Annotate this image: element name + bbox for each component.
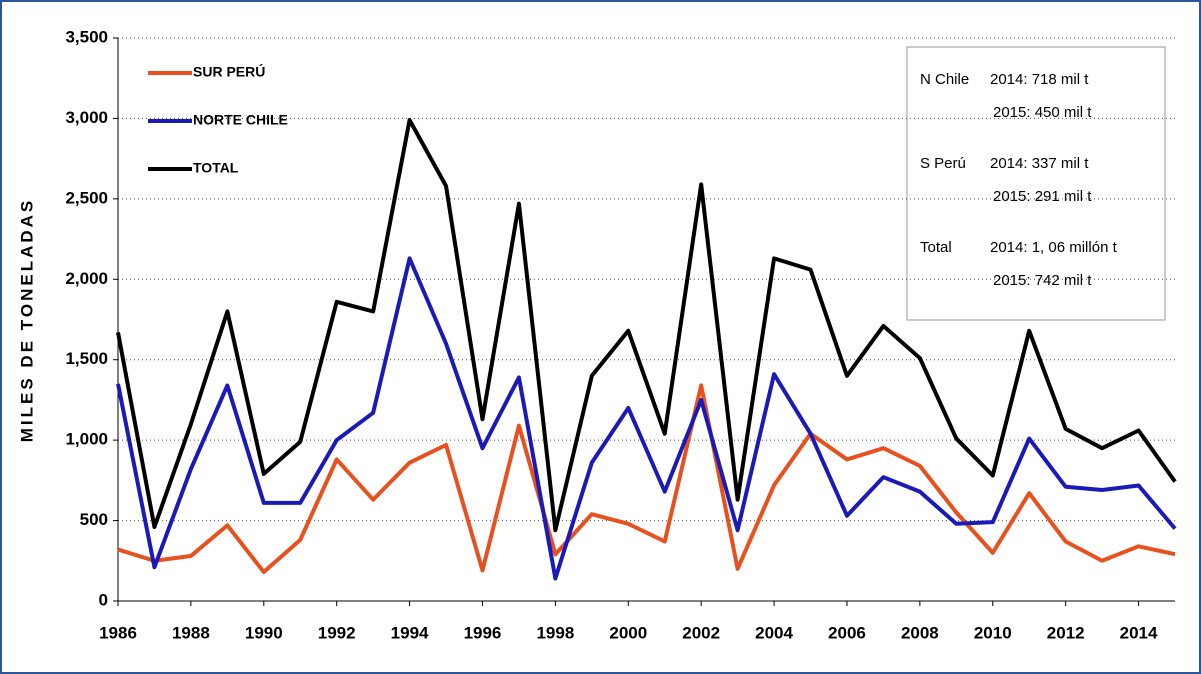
x-tick-label: 1998 xyxy=(536,623,574,642)
annotation-label: Total xyxy=(920,239,952,256)
annotation-text: 2014: 718 mil t xyxy=(990,71,1089,88)
y-tick-label: 2,000 xyxy=(65,269,108,288)
x-tick-label: 1992 xyxy=(318,623,356,642)
annotation-text: 2015: 450 mil t xyxy=(993,104,1092,121)
x-tick-label: 1988 xyxy=(172,623,210,642)
x-tick-label: 1986 xyxy=(99,623,137,642)
x-tick-label: 2000 xyxy=(609,623,647,642)
x-tick-label: 2002 xyxy=(682,623,720,642)
annotation-text: 2015: 291 mil t xyxy=(993,188,1092,205)
x-tick-label: 2006 xyxy=(828,623,866,642)
legend-label: NORTE CHILE xyxy=(193,112,288,128)
y-axis-label: MILES DE TONELADAS xyxy=(17,198,36,442)
annotation-label: S Perú xyxy=(920,155,966,172)
annotation-text: 2014: 1, 06 millón t xyxy=(990,239,1118,256)
line-series xyxy=(117,383,1176,575)
line-series xyxy=(116,256,1177,581)
x-tick-label: 2014 xyxy=(1120,623,1158,642)
y-tick-label: 3,500 xyxy=(65,27,108,46)
x-tick-label: 1996 xyxy=(464,623,502,642)
annotation-text: 2015: 742 mil t xyxy=(993,272,1092,289)
y-tick-label: 500 xyxy=(80,510,108,529)
annotation-box xyxy=(906,46,1166,321)
x-tick-label: 2004 xyxy=(755,623,793,642)
legend-label: SUR PERÚ xyxy=(193,63,265,80)
y-tick-label: 1,500 xyxy=(65,349,108,368)
x-tick-label: 1994 xyxy=(391,623,429,642)
x-tick-label: 2010 xyxy=(974,623,1012,642)
y-tick-label: 3,000 xyxy=(65,108,108,127)
y-tick-label: 0 xyxy=(99,590,108,609)
annotation-text: 2014: 337 mil t xyxy=(990,155,1089,172)
x-tick-label: 2012 xyxy=(1047,623,1085,642)
y-tick-label: 1,000 xyxy=(65,430,108,449)
line-series xyxy=(116,118,1177,533)
annotation-label: N Chile xyxy=(920,71,969,88)
x-tick-label: 1990 xyxy=(245,623,283,642)
x-tick-label: 2008 xyxy=(901,623,939,642)
legend-label: TOTAL xyxy=(193,160,239,176)
y-tick-label: 2,500 xyxy=(65,188,108,207)
